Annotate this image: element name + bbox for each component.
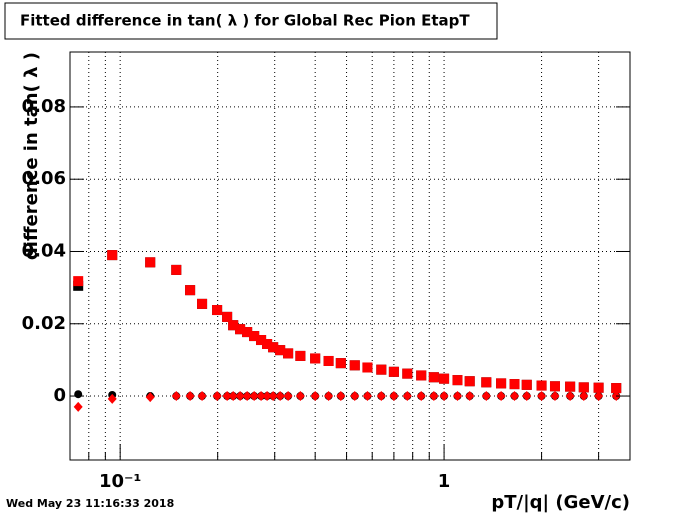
square-marker	[145, 257, 156, 268]
diamond-marker	[522, 391, 532, 402]
diamond-marker	[537, 391, 547, 402]
diamond-marker	[222, 391, 232, 402]
square-marker	[107, 250, 118, 261]
diamond-marker	[481, 391, 491, 402]
square-marker	[228, 320, 239, 331]
square-marker	[481, 377, 492, 388]
square-marker	[439, 373, 450, 384]
y-tick-label: 0.04	[22, 240, 66, 261]
marks	[73, 250, 622, 412]
square-marker	[268, 342, 279, 353]
diamond-marker	[171, 391, 181, 402]
diamond-marker	[212, 391, 222, 402]
diamond-marker	[228, 391, 238, 402]
y-tick-label: 0	[53, 385, 66, 406]
square-marker	[549, 381, 560, 392]
square-marker	[388, 366, 399, 377]
square-marker	[235, 324, 246, 335]
diamond-marker	[416, 391, 426, 402]
diamond-marker	[197, 391, 207, 402]
diamond-marker	[262, 391, 272, 402]
square-marker	[611, 383, 622, 394]
diamond-marker	[107, 393, 117, 404]
diamond-marker	[268, 391, 278, 402]
diamond-marker	[283, 391, 293, 402]
y-tick-label: 0.06	[22, 168, 66, 189]
diamond-marker	[389, 391, 399, 402]
x-tick-label: 1	[438, 471, 451, 492]
square-marker	[212, 305, 223, 316]
square-marker	[262, 338, 273, 349]
diamond-marker	[249, 391, 259, 402]
diamond-marker	[565, 391, 575, 402]
diamond-marker	[185, 391, 195, 402]
diamond-marker	[439, 391, 449, 402]
y-tick-label: 0.02	[22, 313, 66, 334]
y-tick-label: 0.08	[22, 96, 66, 117]
square-marker	[185, 285, 196, 296]
square-marker	[416, 370, 427, 381]
diamond-marker	[242, 391, 252, 402]
diamond-marker	[235, 391, 245, 402]
square-marker	[521, 379, 532, 390]
square-marker	[310, 353, 321, 364]
square-marker	[283, 348, 294, 359]
square-marker	[464, 376, 475, 387]
square-marker	[536, 380, 547, 391]
diamond-marker	[579, 391, 589, 402]
axes: 0 0.02 0.04 0.06 0.08 10⁻¹ 1	[22, 96, 630, 492]
plot-frame	[69, 51, 631, 461]
diamond-marker	[73, 401, 83, 412]
square-marker	[73, 276, 84, 287]
square-marker	[428, 372, 439, 383]
x-axis-label: pT/|q| (GeV/c)	[491, 492, 630, 513]
timestamp: Wed May 23 11:16:33 2018	[6, 497, 174, 510]
diamond-marker	[362, 391, 372, 402]
x-tick-label: 10⁻¹	[99, 471, 141, 492]
diamond-marker	[350, 391, 360, 402]
square-marker	[376, 364, 387, 375]
diamond-marker	[295, 391, 305, 402]
square-marker	[349, 360, 360, 371]
square-marker	[496, 378, 507, 389]
diamond-marker	[465, 391, 475, 402]
square-marker	[452, 375, 463, 386]
diamond-marker	[336, 391, 346, 402]
diamond-marker	[376, 391, 386, 402]
square-marker	[256, 335, 267, 346]
square-marker	[593, 382, 604, 393]
square-marker	[197, 298, 208, 309]
square-marker	[362, 362, 373, 373]
diamond-marker	[324, 391, 334, 402]
square-marker	[242, 327, 253, 338]
diamond-marker	[310, 391, 320, 402]
title-box	[4, 2, 498, 40]
y-axis-label: difference in tan( λ )	[21, 52, 42, 260]
square-marker	[171, 264, 182, 275]
square-marker	[565, 381, 576, 392]
square-marker	[249, 331, 260, 342]
diamond-marker	[510, 391, 520, 402]
chart-title: Fitted difference in tan( λ ) for Global…	[20, 12, 470, 30]
diamond-marker	[429, 391, 439, 402]
square-marker	[275, 345, 286, 356]
square-marker	[402, 368, 413, 379]
diamond-marker	[452, 391, 462, 402]
square-marker	[323, 355, 334, 366]
square-marker	[295, 350, 306, 361]
square-marker	[578, 382, 589, 393]
diamond-marker	[594, 391, 604, 402]
diamond-marker	[550, 391, 560, 402]
square-marker	[509, 379, 520, 390]
diamond-marker	[496, 391, 506, 402]
circle-marker	[74, 390, 83, 399]
diamond-marker	[145, 392, 155, 403]
diamond-marker	[256, 391, 266, 402]
square-marker	[222, 311, 233, 322]
diamond-marker	[275, 391, 285, 402]
square-marker	[335, 358, 346, 369]
diamond-marker	[402, 391, 412, 402]
